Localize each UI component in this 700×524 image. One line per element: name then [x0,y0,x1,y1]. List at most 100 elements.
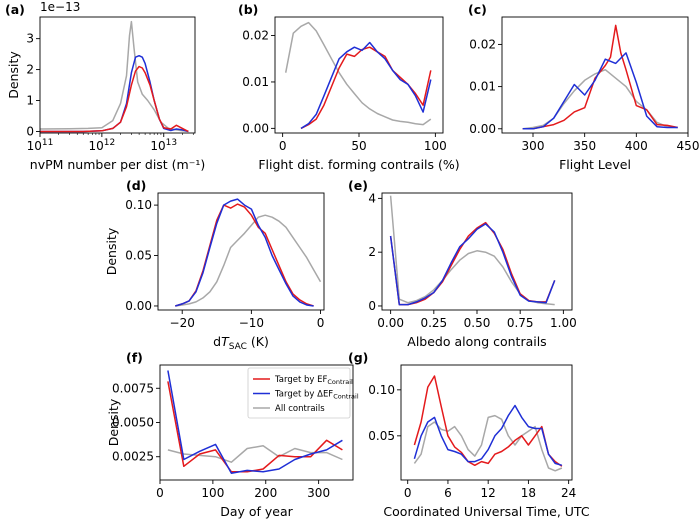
x-tick-label: 0.00 [377,316,404,330]
x-tick-label: −20 [170,316,195,330]
x-tick-label: 100 [201,486,224,500]
panel-g: 0 6 12 18 24 0.05 0.10 Coordinated Universal Ti… [348,350,590,519]
x-axis-label: Day of year [220,504,293,519]
panel-b: 0 50 100 0.00 0.01 0.02 Flight dist. forming c… [238,2,460,172]
panel-label: (g) [348,350,368,365]
y-tick-label: 0.00 [125,299,152,313]
series-line-blue [40,54,189,133]
axes-frame [501,16,689,134]
x-tick-label: 400 [625,139,648,153]
legend: Target by EFContrail Target by ΔEFContrai… [247,367,359,419]
y-tick-label: 0.02 [242,29,269,43]
x-tick-label: 200 [254,486,277,500]
panel-a: 1011 1012 1013 0 1 2 3 nvPM number per dist (m⁻… [5,0,205,172]
series-line-blue [167,370,343,474]
x-tick-label: 0.75 [507,316,534,330]
y-axis-label: Density [104,227,119,275]
series-line-red [40,65,189,133]
x-tick-label: 100 [424,139,447,153]
panel-label: (e) [348,178,368,193]
x-axis-label: dTSAC (K) [213,334,269,352]
series-line-gray [40,20,189,132]
x-tick-label: 50 [351,139,366,153]
y-tick-label: 0.05 [368,429,395,443]
y-tick-label: 0.01 [469,80,496,94]
series-line-red [300,46,432,130]
axes-frame [274,16,444,134]
series-group [167,370,343,474]
y-tick-label: 2 [368,245,376,259]
y-tick-label: 0 [26,124,34,138]
x-tick-label: 350 [573,139,596,153]
x-tick-label: 1011 [27,138,54,153]
panel-label: (d) [126,178,146,193]
x-axis-label: Flight Level [559,157,631,172]
panel-d: −20 −10 0 0.00 0.05 0.10 dTSAC (K) Density (d) [104,178,325,352]
series-line-red [413,375,563,467]
x-tick-label: 0.50 [464,316,491,330]
x-tick-label: 1013 [150,138,177,153]
y-axis-label: Density [6,51,21,99]
axes-frame [39,16,196,134]
x-axis-label: Flight dist. forming contrails (%) [258,157,459,172]
series-group [413,375,563,472]
x-axis-label: nvPM number per dist (m⁻¹) [30,157,205,172]
legend-label-gray: All contrails [275,404,325,414]
x-tick-label: 1012 [89,138,116,153]
y-tick-label: 0 [368,299,376,313]
legend-label-blue: Target by ΔEFContrail [274,390,359,401]
series-group [40,20,189,133]
series-group [389,195,556,306]
series-line-blue [175,198,314,307]
x-tick-label: 450 [677,139,700,153]
x-tick-label: 24 [561,486,576,500]
x-tick-label: 0 [156,486,164,500]
series-line-gray [284,21,432,126]
x-tick-label: 300 [307,486,330,500]
axes-frame [157,192,325,311]
series-group [522,24,678,130]
y-tick-label: 0.01 [242,75,269,89]
x-tick-label: 6 [444,486,452,500]
x-tick-label: 0 [279,139,287,153]
x-tick-label: 12 [481,486,496,500]
y-tick-label: 0.00 [469,122,496,136]
legend-box [247,367,351,419]
panel-label: (b) [238,2,258,17]
y-tick-label: 1 [26,94,34,108]
series-line-blue [300,41,432,130]
panel-e: 0.00 0.25 0.50 0.75 1.00 0 2 4 Albedo along cont… [348,178,577,349]
legend-label-red: Target by EFContrail [274,375,353,386]
x-tick-label: 0.25 [420,316,447,330]
x-tick-label: 300 [522,139,545,153]
series-group [284,21,432,130]
offset-text: 1e−13 [40,0,80,14]
x-tick-label: 18 [521,486,536,500]
x-axis-label: Albedo along contrails [407,334,546,349]
panel-f: 0 100 200 300 0.0025 0.0050 0.0075 Day of year D… [106,350,359,519]
series-line-gray [389,195,555,306]
y-tick-label: 0.10 [368,383,395,397]
x-tick-label: 1.00 [550,316,577,330]
panel-label: (c) [468,2,487,17]
series-line-blue [522,52,678,130]
y-tick-label: 0.00 [242,121,269,135]
panel-label: (a) [5,2,25,17]
y-tick-label: 0.0050 [112,416,154,430]
x-tick-label: 0 [404,486,412,500]
series-group [175,198,322,307]
x-tick-label: −10 [239,316,264,330]
series-line-gray [175,214,322,307]
series-line-blue [413,404,563,467]
y-tick-label: 3 [26,32,34,46]
y-tick-label: 0.0025 [112,450,154,464]
y-tick-label: 0.10 [125,198,152,212]
y-tick-label: 2 [26,63,34,77]
axes-frame [400,364,573,481]
y-tick-label: 0.02 [469,37,496,51]
y-tick-label: 0.0075 [112,381,154,395]
x-tick-label: 0 [317,316,325,330]
y-tick-label: 4 [368,191,376,205]
panel-label: (f) [126,350,143,365]
